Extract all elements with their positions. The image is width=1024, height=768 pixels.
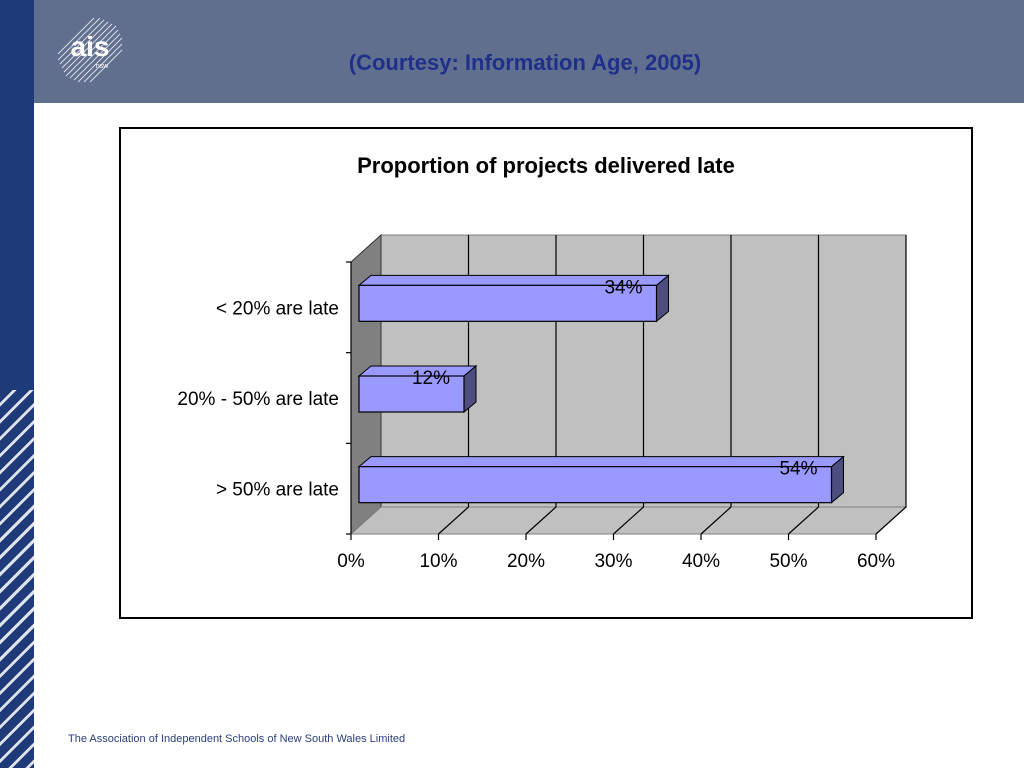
ais-logo: ais nsw bbox=[57, 17, 123, 83]
svg-text:nsw: nsw bbox=[96, 63, 109, 70]
floor-gridline bbox=[700, 506, 732, 535]
chart-title: Proportion of projects delivered late bbox=[357, 153, 735, 178]
x-tick-label: 0% bbox=[337, 551, 365, 572]
floor-gridline bbox=[613, 506, 644, 535]
x-tick-label: 50% bbox=[769, 551, 807, 572]
footer-organization: The Association of Independent Schools o… bbox=[68, 733, 406, 745]
category-label: > 50% are late bbox=[216, 480, 339, 501]
x-tick-label: 20% bbox=[507, 551, 545, 572]
x-tick-label: 60% bbox=[857, 551, 895, 572]
category-label: < 20% are late bbox=[216, 298, 339, 319]
floor-gridline bbox=[875, 506, 907, 535]
bar-top-face bbox=[357, 456, 845, 468]
courtesy-caption: (Courtesy: Information Age, 2005) bbox=[348, 50, 702, 75]
x-tick-label: 10% bbox=[419, 551, 457, 572]
svg-text:ais: ais bbox=[71, 31, 110, 62]
floor-gridline bbox=[525, 506, 557, 535]
bar bbox=[358, 375, 465, 413]
bar bbox=[358, 284, 658, 322]
x-tick-label: 30% bbox=[594, 551, 632, 572]
bar-chart: Proportion of projects delivered late 0%… bbox=[177, 153, 908, 572]
left-stripe-hatch-pattern bbox=[0, 390, 34, 768]
data-label: 54% bbox=[779, 459, 817, 480]
bar bbox=[358, 466, 833, 504]
x-tick-label: 40% bbox=[682, 551, 720, 572]
data-label: 34% bbox=[604, 277, 642, 298]
category-label: 20% - 50% are late bbox=[177, 389, 339, 410]
data-label: 12% bbox=[412, 368, 450, 389]
chart-frame: Proportion of projects delivered late 0%… bbox=[119, 127, 973, 619]
floor-gridline bbox=[438, 506, 469, 535]
floor-gridline bbox=[788, 506, 819, 535]
header-band bbox=[34, 0, 1024, 103]
